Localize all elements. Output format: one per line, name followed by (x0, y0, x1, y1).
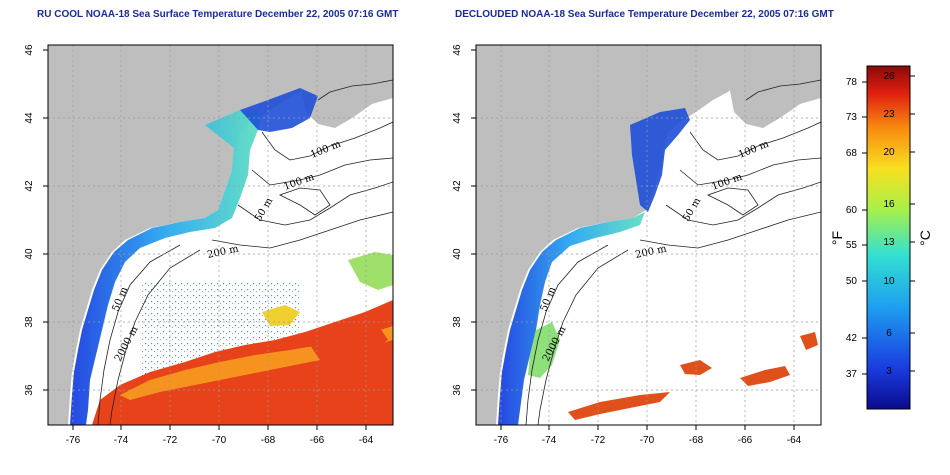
right-x-tick-label: -64 (787, 435, 802, 446)
left-x-tick-label: -74 (114, 435, 129, 446)
colorbar-f-tick: 55 (846, 240, 858, 251)
right-x-tick-label: -74 (542, 435, 557, 446)
left-coastal-cold-water (70, 110, 262, 425)
colorbar-c-tick: 13 (883, 237, 895, 248)
colorbar-c-tick: 16 (883, 199, 895, 210)
colorbar-f-tick: 68 (846, 148, 858, 159)
left-y-tick-label: 40 (24, 248, 35, 260)
colorbar-f-tick: 50 (846, 276, 858, 287)
right-y-tick-label: 46 (452, 44, 463, 56)
left-yellow-patch (262, 305, 300, 326)
left-bathymetry-contours (97, 79, 393, 425)
right-warm-patch-east (740, 366, 790, 386)
right-warm-patch-ne (800, 332, 818, 350)
right-x-tick-label: -70 (640, 435, 655, 446)
right-gulf-of-maine-cold (630, 108, 690, 212)
colorbar-c-tick: 10 (883, 276, 895, 287)
fahrenheit-unit-label: °F (829, 231, 845, 245)
left-x-tick-label: -72 (163, 435, 178, 446)
colorbar-f-tick: 42 (846, 333, 858, 344)
colorbar-c-tick: 23 (883, 109, 895, 120)
left-gulf-of-maine-cold (240, 88, 318, 132)
right-y-tick-label: 38 (452, 316, 463, 328)
right-bathymetry-contours (525, 79, 821, 425)
right-green-shelf-patch (528, 322, 560, 378)
left-map-frame (47, 44, 394, 426)
left-nova-scotia-land (300, 62, 393, 128)
left-x-tick-label: -70 (212, 435, 227, 446)
left-tick-marks (43, 49, 367, 430)
right-x-tick-label: -72 (591, 435, 606, 446)
right-y-tick-label: 44 (452, 112, 463, 124)
left-map-panel: 100 m 100 m 50 m 200 m 50 m 2000 m (24, 44, 394, 446)
colorbar-f-tick: 60 (846, 205, 858, 216)
colorbar-f-tick: 73 (846, 112, 858, 123)
right-x-tick-label: -66 (738, 435, 753, 446)
right-y-tick-label: 40 (452, 248, 463, 260)
right-land-mass (476, 45, 821, 425)
colorbar-c-tick: 6 (886, 328, 892, 339)
right-y-tick-label: 36 (452, 384, 463, 396)
left-y-tick-label: 38 (24, 316, 35, 328)
left-x-tick-label: -76 (66, 435, 81, 446)
left-map-title: RU COOL NOAA-18 Sea Surface Temperature … (37, 9, 399, 20)
colorbar-ticks (862, 75, 915, 375)
right-map-frame (475, 44, 822, 426)
left-land-mass (48, 45, 393, 425)
right-x-tick-label: -76 (494, 435, 509, 446)
left-x-tick-label: -64 (359, 435, 374, 446)
left-y-tick-label: 42 (24, 180, 35, 192)
celsius-unit-label: °C (917, 230, 933, 246)
colorbar-c-tick: 3 (886, 366, 892, 377)
right-map-panel: 100 m 100 m 50 m 200 m 50 m 2000 m (452, 44, 822, 446)
right-tick-marks (471, 49, 795, 430)
right-x-tick-label: -68 (689, 435, 704, 446)
colorbar-f-tick: 37 (846, 369, 858, 380)
right-warm-patch-mid (680, 360, 712, 375)
left-y-tick-label: 36 (24, 384, 35, 396)
left-y-tick-label: 46 (24, 44, 35, 56)
colorbar-c-tick: 20 (883, 147, 895, 158)
colorbar-f-tick: 78 (846, 77, 858, 88)
left-green-patch (348, 252, 393, 290)
left-graticule (48, 45, 393, 425)
left-warm-patch-east (310, 328, 388, 360)
right-graticule (476, 45, 821, 425)
right-warm-patch-south (568, 392, 670, 420)
colorbar-c-tick: 26 (883, 71, 895, 82)
left-x-tick-label: -68 (261, 435, 276, 446)
temperature-colorbar: 78 73 68 60 55 50 42 37 26 23 20 16 13 1… (829, 65, 933, 410)
right-coastal-cold-water (498, 212, 645, 425)
right-y-tick-label: 42 (452, 180, 463, 192)
right-nova-scotia-land (728, 62, 821, 128)
colorbar-gradient (866, 65, 911, 410)
right-map-title: DECLOUDED NOAA-18 Sea Surface Temperatur… (455, 9, 834, 20)
left-y-tick-label: 44 (24, 112, 35, 124)
left-x-tick-label: -66 (310, 435, 325, 446)
